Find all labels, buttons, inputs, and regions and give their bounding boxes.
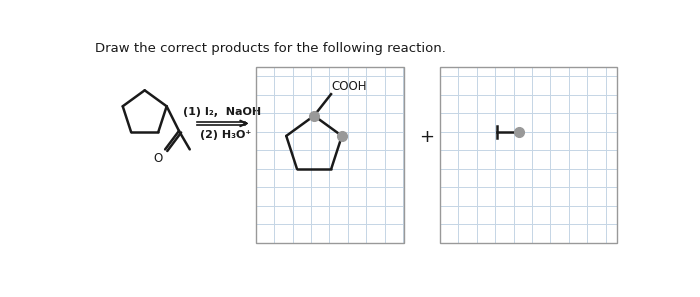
Bar — [440, 67, 617, 243]
Bar — [256, 67, 404, 243]
Text: +: + — [419, 128, 434, 146]
Text: COOH: COOH — [332, 80, 368, 93]
Text: (1) I₂,  NaOH: (1) I₂, NaOH — [183, 107, 262, 117]
Bar — [440, 67, 617, 243]
Text: (2) H₃O⁺: (2) H₃O⁺ — [200, 129, 251, 140]
Text: O: O — [153, 152, 163, 165]
Bar — [256, 67, 404, 243]
Text: Draw the correct products for the following reaction.: Draw the correct products for the follow… — [95, 42, 447, 55]
